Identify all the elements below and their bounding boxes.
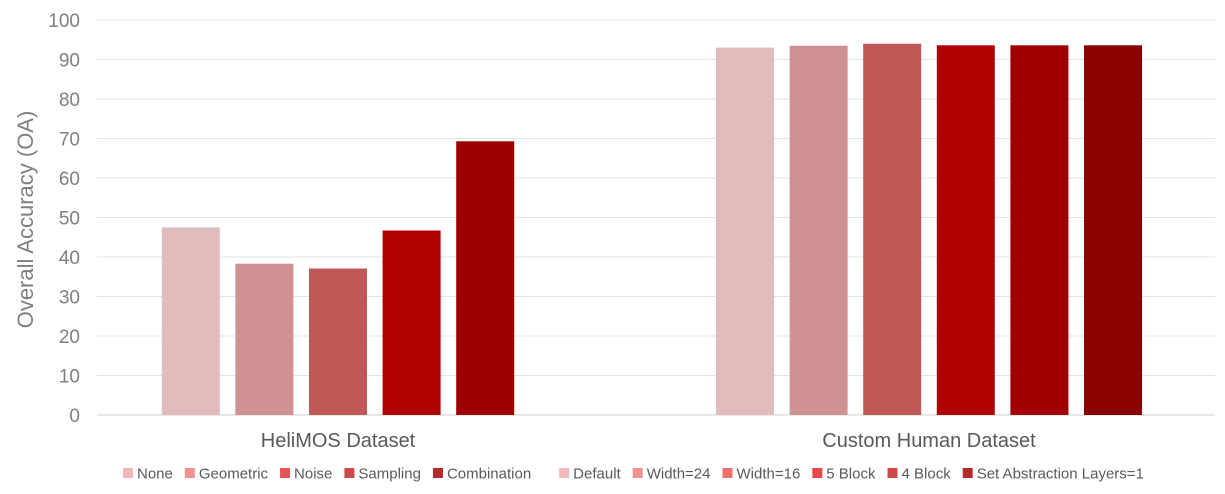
legend-swatch [887,468,898,478]
x-category-label: HeliMOS Dataset [261,430,416,452]
legend: None Geometric Noise Sampling Combination Def… [123,466,1144,483]
y-tick-label: 100 [48,11,80,32]
y-tick-label: 40 [59,248,80,269]
legend-label: Default [573,466,621,483]
y-tick-label: 30 [59,288,80,309]
bar-custom-human-dataset-width-24 [789,45,848,415]
legend-swatch [962,468,973,478]
y-tick-label: 60 [59,169,80,190]
x-category-label: Custom Human Dataset [822,430,1036,452]
legend-swatch [559,468,570,478]
bar-helimos-dataset-geometric [235,263,294,415]
legend-swatch [722,468,733,478]
bar-custom-human-dataset-5-block [936,45,995,416]
legend-swatch [344,468,355,478]
bar-helimos-dataset-noise [309,268,367,415]
bar-custom-human-dataset-set-abstraction-layers-1 [1084,45,1142,416]
bars [161,43,1142,416]
bar-helimos-dataset-none [161,227,220,415]
legend-swatch [432,468,443,478]
legend-swatch [123,468,133,478]
y-tick-label: 90 [59,51,80,72]
y-tick-label: 80 [59,90,80,111]
legend-label: Width=16 [737,466,801,483]
legend-swatch [632,468,643,478]
legend-label: Width=24 [647,466,711,483]
y-tick-label: 0 [69,406,80,427]
legend-label: 4 Block [902,466,952,483]
legend-label: Noise [294,466,332,483]
y-tick-label: 20 [59,327,80,348]
bar-custom-human-dataset-default [716,47,774,415]
legend-label: Geometric [199,466,269,483]
legend-label: None [137,466,173,483]
legend-label: Sampling [358,466,421,483]
legend-swatch [184,468,195,478]
y-axis-title: Overall Accuracy (OA) [13,111,38,329]
bar-custom-human-dataset-4-block [1010,45,1069,416]
legend-swatch [280,468,291,478]
legend-swatch [812,468,823,478]
bar-custom-human-dataset-width-16 [863,43,922,415]
y-tick-label: 50 [59,209,80,230]
bar-helimos-dataset-sampling [382,230,441,415]
y-tick-label: 10 [59,367,80,388]
axes: 0 10 20 30 40 50 60 70 80 90 100 Overall Accuracy (… [13,11,1036,452]
legend-label: Set Abstraction Layers=1 [977,466,1144,483]
bar-helimos-dataset-combination [456,141,515,416]
y-tick-label: 70 [59,130,80,151]
legend-label: 5 Block [826,466,876,483]
legend-label: Combination [447,466,531,483]
